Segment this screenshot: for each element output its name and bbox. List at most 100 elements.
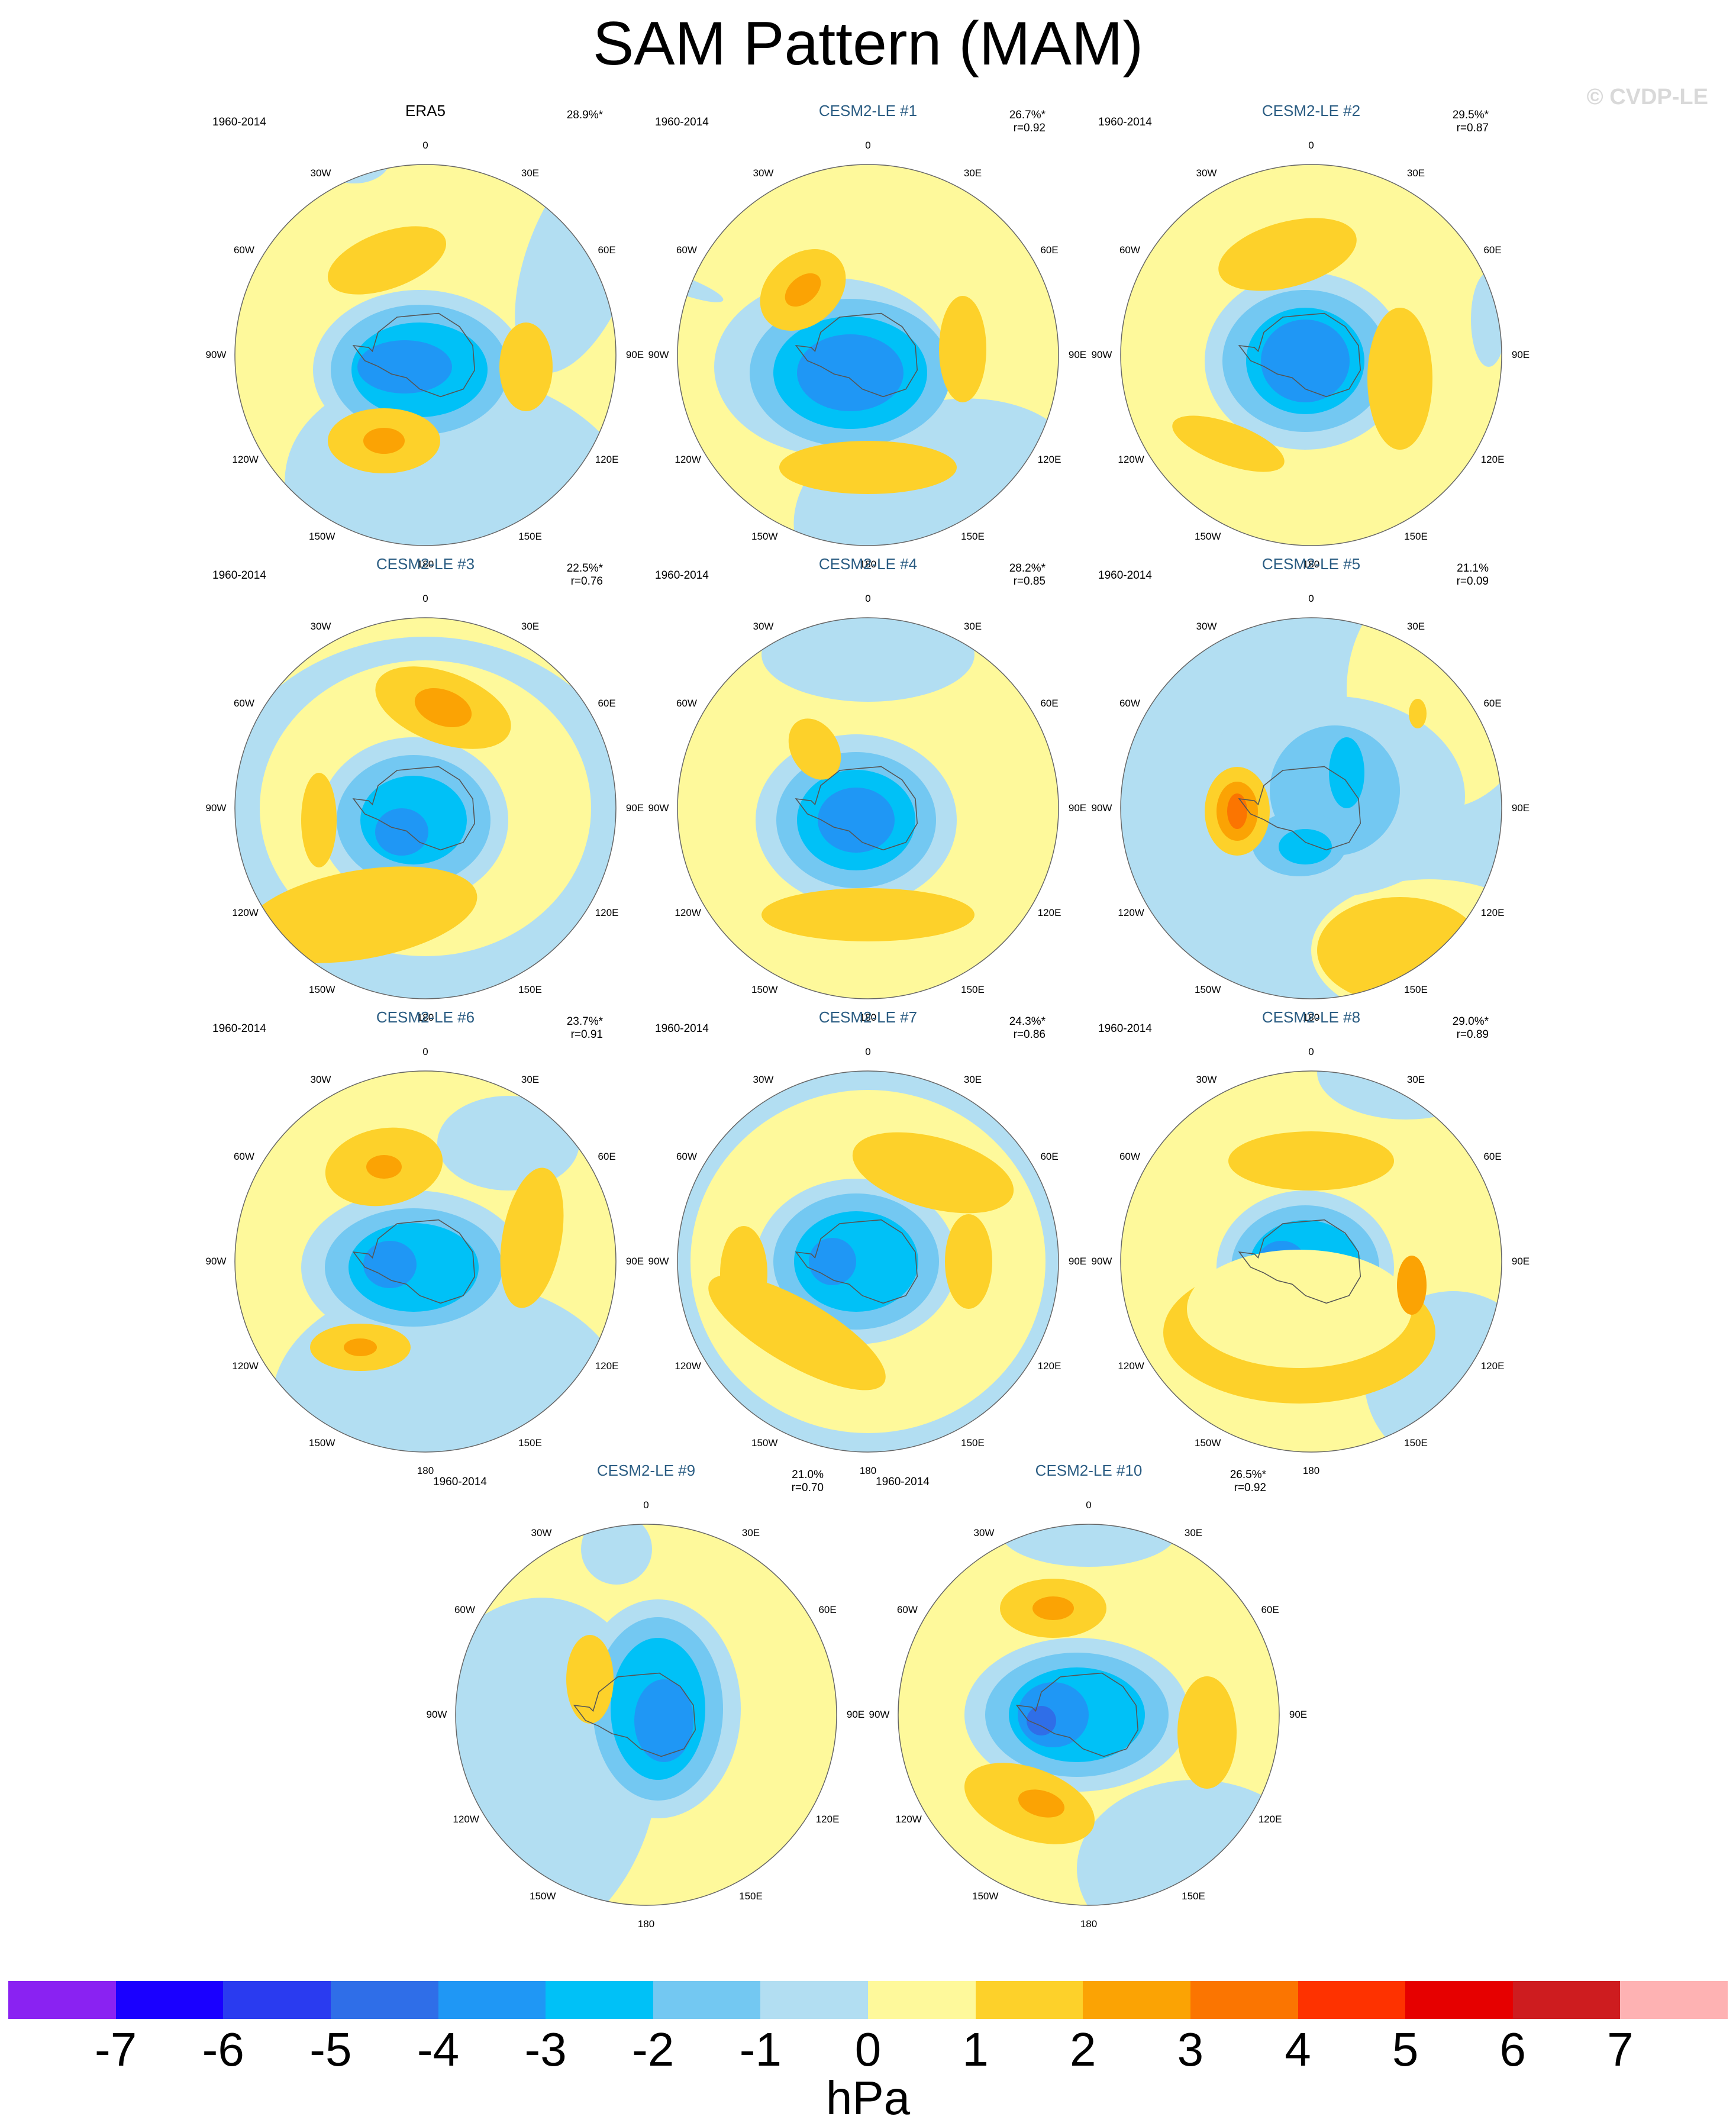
contour-fill (1187, 1250, 1412, 1368)
colorbar-box (330, 1981, 438, 2019)
polar-map (898, 1524, 1280, 1906)
contour-fill (1027, 1706, 1056, 1735)
longitude-label: 60E (1040, 244, 1059, 256)
longitude-label: 90E (1068, 802, 1087, 814)
pattern-correlation: r=0.76 (570, 575, 603, 588)
longitude-label: 120W (675, 907, 701, 918)
longitude-label: 90W (1091, 349, 1112, 360)
longitude-label: 30W (310, 1074, 331, 1086)
coastline (795, 312, 918, 398)
period-label: 1960-2014 (212, 569, 266, 582)
longitude-label: 60W (1119, 1151, 1140, 1162)
longitude-label: 90W (426, 1709, 447, 1720)
longitude-label: 30W (753, 1074, 774, 1086)
variance-pct: 21.1% (1457, 562, 1489, 575)
longitude-label: 90E (1289, 1709, 1308, 1720)
longitude-label: 30W (753, 621, 774, 633)
longitude-label: 60W (233, 698, 254, 709)
variance-pct: 29.5%* (1452, 109, 1489, 121)
longitude-label: 60E (1483, 244, 1502, 256)
colorbar-box (1512, 1981, 1621, 2019)
colorbar-tick-label: -4 (417, 2023, 460, 2076)
colorbar-box (1620, 1981, 1728, 2019)
longitude-label: 90W (205, 349, 227, 360)
contour-fill (939, 296, 986, 402)
colorbar-tick-label: -2 (632, 2023, 675, 2076)
coastline (352, 312, 476, 398)
longitude-label: 90W (1091, 1256, 1112, 1267)
colorbar-tick-label: -3 (524, 2023, 567, 2076)
map-border (677, 164, 1059, 546)
colorbar-box (1405, 1981, 1513, 2019)
longitude-label: 180 (1302, 559, 1320, 570)
longitude-label: 0 (1086, 1499, 1092, 1511)
longitude-label: 90E (1068, 1256, 1087, 1267)
longitude-label: 90E (846, 1709, 865, 1720)
longitude-label: 120W (232, 907, 259, 918)
longitude-label: 0 (1308, 593, 1314, 604)
variance-pct: 24.3%* (1009, 1015, 1046, 1028)
variance-pct: 22.5%* (566, 562, 603, 575)
pattern-correlation: r=0.70 (791, 1482, 824, 1494)
contour-fill (1172, 415, 1285, 472)
longitude-label: 90E (1511, 1256, 1530, 1267)
pattern-correlation: r=0.87 (1456, 122, 1489, 134)
map-border (234, 1070, 617, 1453)
longitude-label: 60E (598, 244, 616, 256)
longitude-label: 30W (1196, 621, 1217, 633)
polar-map (1120, 164, 1502, 546)
longitude-label: 30E (1406, 1074, 1425, 1086)
pattern-correlation: r=0.86 (1013, 1028, 1046, 1041)
longitude-label: 90E (1068, 349, 1087, 360)
coastline (573, 1672, 696, 1757)
contour-fill (1077, 1780, 1279, 1905)
contour-fill (945, 1214, 992, 1309)
panel-stats: 28.9%* (532, 109, 603, 122)
period-label: 1960-2014 (876, 1476, 930, 1488)
contour-fill (375, 808, 428, 856)
panel-title: CESM2-LE #6 (376, 1008, 475, 1026)
colorbar-box (1190, 1981, 1298, 2019)
map-panel: CESM2-LE #8 1960-2014 29.0%* r=0.89 0 30E 60E 9… (1091, 1008, 1530, 1480)
longitude-label: 150E (961, 1437, 985, 1448)
longitude-label: 150W (309, 983, 335, 995)
contour-fill (414, 688, 472, 727)
longitude-label: 150W (309, 530, 335, 542)
contour-fill (1018, 1789, 1065, 1818)
polar-map (677, 617, 1059, 999)
longitude-label: 30W (973, 1527, 995, 1539)
colorbar-units: hPa (825, 2072, 911, 2124)
longitude-label: 150W (309, 1437, 335, 1448)
longitude-label: 120E (1480, 1360, 1505, 1372)
pattern-correlation: r=0.91 (570, 1028, 603, 1041)
map-border (234, 617, 617, 999)
map-border (234, 164, 617, 546)
longitude-label: 120W (675, 454, 701, 465)
longitude-label: 30W (531, 1527, 552, 1539)
longitude-label: 150E (961, 530, 985, 542)
contour-fill (1218, 218, 1357, 291)
colorbar-box (8, 1981, 116, 2019)
colorbar-tick-label: 2 (1070, 2023, 1096, 2076)
variance-pct: 28.9%* (566, 109, 603, 121)
map-border (1120, 1070, 1502, 1453)
variance-pct: 23.7%* (566, 1015, 603, 1028)
colorbar-box (546, 1981, 653, 2019)
longitude-label: 150W (530, 1890, 556, 1902)
map-border (455, 1524, 837, 1906)
map-border (1120, 617, 1502, 999)
variance-pct: 26.5%* (1230, 1469, 1266, 1481)
longitude-label: 60W (233, 244, 254, 256)
map-border (1120, 164, 1502, 546)
contour-fill (761, 888, 975, 941)
period-label: 1960-2014 (655, 1022, 709, 1035)
longitude-label: 30W (310, 621, 331, 633)
longitude-label: 90E (1511, 349, 1530, 360)
coastline (1238, 312, 1361, 398)
longitude-label: 30E (521, 621, 540, 633)
panel-stats: 24.3%* r=0.86 (975, 1015, 1046, 1041)
pattern-correlation: r=0.89 (1456, 1028, 1489, 1041)
longitude-label: 120E (1480, 454, 1505, 465)
longitude-label: 120E (1258, 1814, 1282, 1825)
longitude-label: 30W (1196, 167, 1217, 179)
